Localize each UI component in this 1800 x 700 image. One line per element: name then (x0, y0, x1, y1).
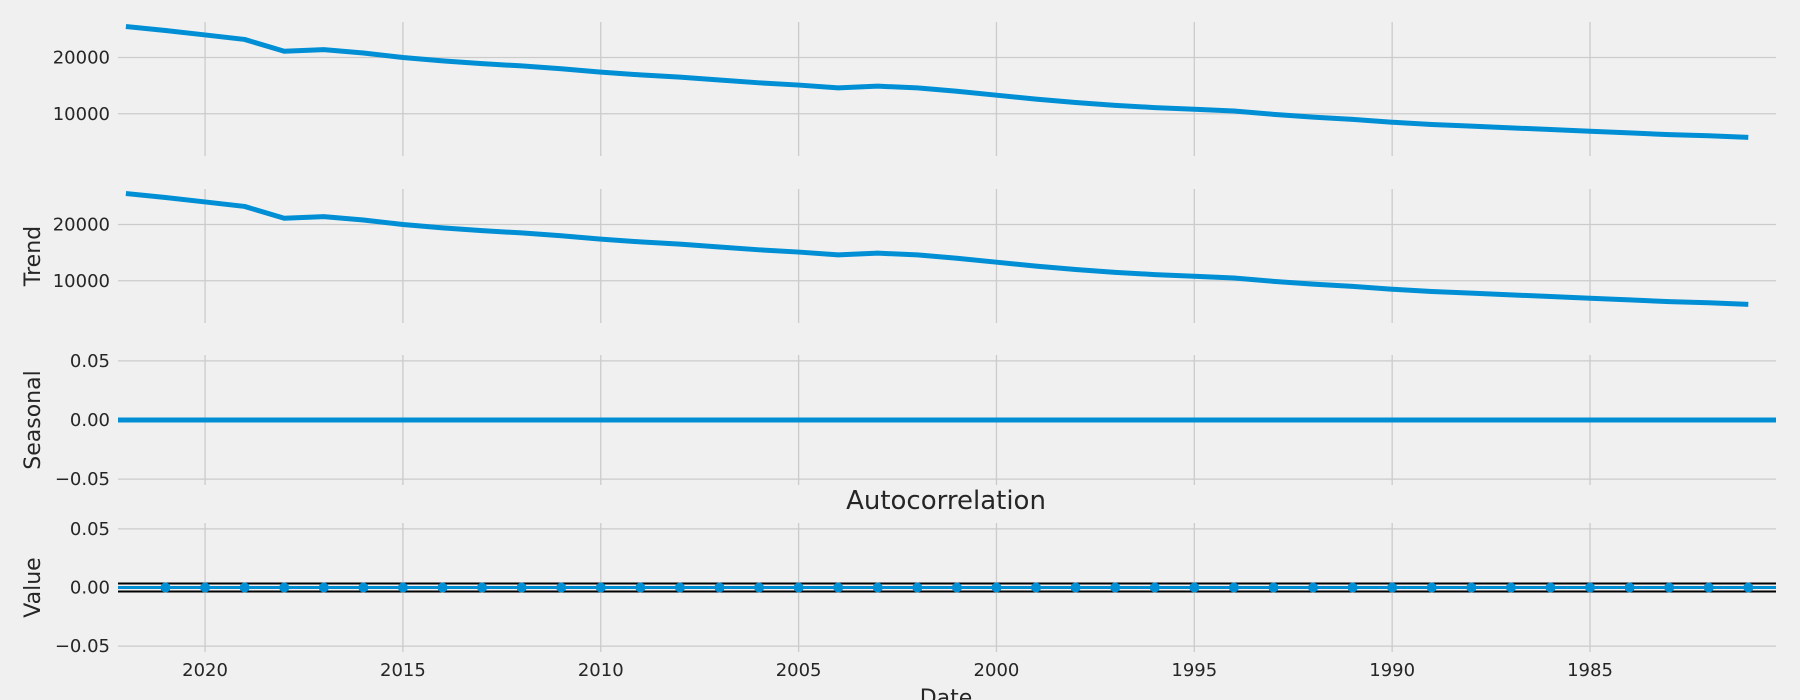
acf-point (833, 582, 844, 593)
acf-point (1664, 582, 1675, 593)
acf-point (1585, 582, 1596, 593)
acf-point (1228, 582, 1239, 593)
acf-point (1387, 582, 1398, 593)
acf-point (358, 582, 369, 593)
seasonal-panel: −0.05 0.00 0.05 Seasonal (21, 351, 1776, 490)
x-tick-label: 2020 (182, 660, 228, 681)
acf-point (595, 582, 606, 593)
acf-point (912, 582, 923, 593)
acf-point (1703, 582, 1714, 593)
acf-point (1743, 582, 1754, 593)
trend-y-tick-label: 10000 (53, 271, 110, 292)
observed-plot-area (125, 24, 1749, 140)
seasonal-y-tick-label: −0.05 (55, 469, 110, 490)
autocorrelation-y-tick-label: −0.05 (55, 636, 110, 657)
autocorrelation-panel: 2020 2015 2010 2005 2000 1995 1990 1985 −0.05 0.0… (21, 519, 1776, 681)
seasonal-y-axis-label: Seasonal (21, 370, 46, 469)
acf-point (1624, 582, 1635, 593)
acf-point (1426, 582, 1437, 593)
acf-point (437, 582, 448, 593)
autocorrelation-y-axis-label: Value (21, 557, 46, 617)
acf-point (714, 582, 725, 593)
acf-point (793, 582, 804, 593)
acf-point (951, 582, 962, 593)
seasonal-y-tick-label: 0.05 (70, 351, 110, 372)
observed-panel: 10000 20000 (53, 22, 1776, 156)
acf-point (1268, 582, 1279, 593)
acf-point (556, 582, 567, 593)
seasonal-y-tick-label: 0.00 (70, 410, 110, 431)
acf-point (477, 582, 488, 593)
trend-y-axis-label: Trend (21, 226, 46, 287)
x-tick-label: 1990 (1369, 660, 1415, 681)
x-tick-label: 1985 (1567, 660, 1613, 681)
acf-point (1347, 582, 1358, 593)
acf-point (318, 582, 329, 593)
trend-plot-area (125, 191, 1749, 307)
acf-point (872, 582, 883, 593)
acf-point (397, 582, 408, 593)
acf-point (239, 582, 250, 593)
trend-y-tick-label: 20000 (53, 214, 110, 235)
acf-point (279, 582, 290, 593)
acf-point (516, 582, 527, 593)
acf-point (1308, 582, 1319, 593)
x-tick-label: 2010 (578, 660, 624, 681)
acf-point (1070, 582, 1081, 593)
acf-point (1545, 582, 1556, 593)
acf-point (1189, 582, 1200, 593)
acf-point (200, 582, 211, 593)
trend-panel: 10000 20000 Trend (21, 189, 1776, 323)
acf-point (674, 582, 685, 593)
acf-point (1031, 582, 1042, 593)
x-tick-label: 1995 (1171, 660, 1217, 681)
autocorrelation-title: Autocorrelation (846, 486, 1046, 516)
autocorrelation-y-tick-label: 0.05 (70, 519, 110, 540)
acf-point (1149, 582, 1160, 593)
trend-series-line (125, 191, 1749, 307)
observed-series-line (125, 24, 1749, 140)
autocorrelation-plot-area (118, 582, 1776, 593)
observed-y-tick-label: 20000 (53, 47, 110, 68)
acf-point (1466, 582, 1477, 593)
acf-point (991, 582, 1002, 593)
x-axis-label: Date (920, 686, 973, 700)
acf-point (1505, 582, 1516, 593)
x-tick-label: 2015 (380, 660, 426, 681)
acf-point (1110, 582, 1121, 593)
acf-point (635, 582, 646, 593)
acf-point (160, 582, 171, 593)
x-tick-label: 2005 (776, 660, 822, 681)
x-tick-label: 2000 (974, 660, 1020, 681)
acf-point (754, 582, 765, 593)
observed-y-tick-label: 10000 (53, 104, 110, 125)
autocorrelation-y-tick-label: 0.00 (70, 578, 110, 599)
